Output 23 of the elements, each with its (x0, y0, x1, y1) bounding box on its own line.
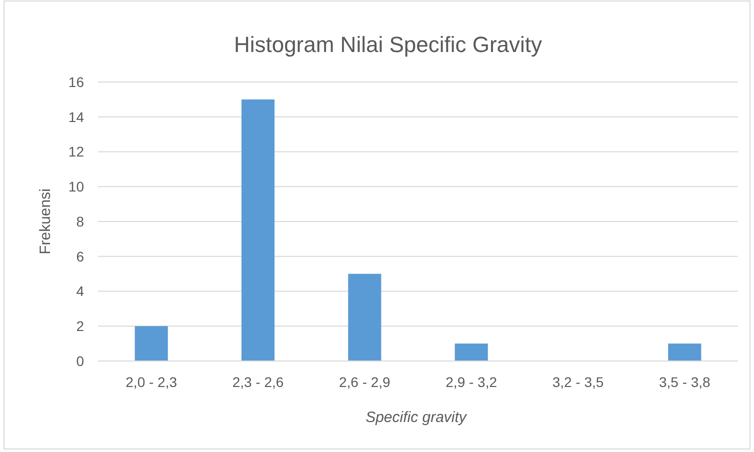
x-tick-label: 2,6 - 2,9 (338, 374, 391, 390)
bar (668, 344, 702, 361)
y-tick-label: 4 (76, 283, 84, 300)
y-tick-label: 10 (68, 178, 84, 195)
y-tick-label: 16 (68, 74, 84, 90)
bar (241, 99, 275, 361)
y-tick-label: 2 (76, 318, 84, 334)
chart-title: Histogram Nilai Specific Gravity (234, 32, 542, 57)
x-tick-label: 2,3 - 2,6 (232, 374, 284, 390)
y-tick-label: 12 (68, 144, 84, 160)
y-tick-label: 0 (76, 352, 84, 369)
bar (454, 344, 488, 361)
bar (134, 326, 168, 361)
y-tick-label: 6 (76, 248, 84, 264)
x-tick-label: 3,2 - 3,5 (552, 374, 604, 390)
x-tick-label: 3,5 - 3,8 (658, 374, 711, 390)
x-tick-label: 2,0 - 2,3 (126, 374, 178, 390)
y-tick-label: 14 (68, 108, 84, 125)
bar (348, 274, 382, 361)
x-axis-title: Specific gravity (366, 409, 468, 426)
y-axis-title: Frekuensi (37, 188, 54, 254)
y-tick-label: 8 (76, 213, 84, 230)
x-tick-label: 2,9 - 3,2 (446, 374, 498, 390)
